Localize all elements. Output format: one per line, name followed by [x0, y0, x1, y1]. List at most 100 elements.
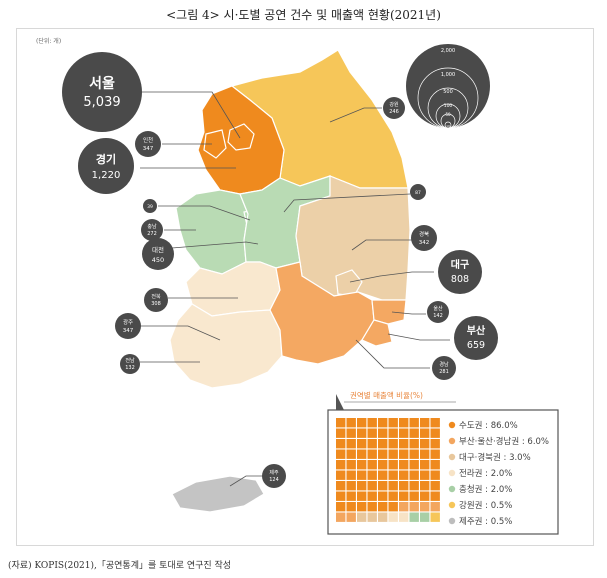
waffle-cell [367, 502, 377, 512]
waffle-cell [420, 502, 430, 512]
waffle-cell [430, 470, 440, 480]
scale-circle-10 [444, 121, 452, 129]
region-incheon [203, 129, 227, 159]
bubble-gyeongnam-circle [432, 356, 456, 380]
waffle-cell [346, 502, 356, 512]
waffle-cell [378, 460, 388, 470]
bubble-chungbuk-value: 87 [415, 190, 421, 196]
bubble-chungnam-name: 충남 [147, 223, 157, 230]
sales-share-legend: 권역별 매출액 비율(%) 수도권 : 86.0% 부산·울산·경남권 : 6.0… [327, 390, 559, 535]
waffle-cell [367, 470, 377, 480]
waffle-cell [367, 491, 377, 501]
waffle-cell [420, 439, 430, 449]
bubble-ulsan: 울산 142 [427, 301, 449, 323]
bubble-jeonnam-value: 132 [125, 365, 135, 371]
waffle-cell [409, 460, 419, 470]
scale-label-50: 50 [445, 112, 451, 117]
region-jeju [171, 475, 265, 513]
waffle-cell [430, 439, 440, 449]
waffle-cell [388, 439, 398, 449]
waffle-cell [420, 512, 430, 522]
bubble-gyeongbuk-circle [411, 225, 437, 251]
legend-item-label: 제주권 : 0.5% [459, 516, 512, 527]
waffle-cell [357, 491, 367, 501]
bubble-seoul-circle [62, 52, 142, 132]
waffle-cell [399, 481, 409, 491]
bubble-daejeon-circle [142, 238, 174, 270]
bubble-jeonbuk-circle [144, 288, 168, 312]
region-chungnam [175, 189, 249, 275]
waffle-cell [388, 481, 398, 491]
bubble-gangwon-value: 246 [389, 109, 399, 115]
waffle-cell [378, 449, 388, 459]
bubble-gwangju: 광주 347 [115, 313, 141, 339]
waffle-cell [378, 428, 388, 438]
legend-pointer [336, 394, 344, 410]
waffle-cell [378, 470, 388, 480]
waffle-cell [409, 418, 419, 428]
waffle-cell [336, 418, 346, 428]
bubble-chungnam: 충남 272 [141, 219, 163, 241]
bubble-jeonnam-circle [120, 354, 140, 374]
legend-item-label: 강원권 : 0.5% [459, 500, 512, 511]
bubble-jeonnam-name: 전남 [125, 357, 135, 364]
legend-item-label: 충청권 : 2.0% [459, 484, 512, 495]
waffle-cell [399, 428, 409, 438]
bubble-ulsan-name: 울산 [433, 305, 443, 312]
legend-swatch [448, 453, 456, 461]
waffle-cell [420, 449, 430, 459]
waffle-cell [388, 491, 398, 501]
scale-label-100: 100 [444, 103, 453, 109]
bubble-incheon-circle [135, 131, 161, 157]
waffle-cell [430, 491, 440, 501]
legend-items: 수도권 : 86.0% 부산·울산·경남권 : 6.0% 대구·경북권 : 3.0%… [448, 420, 549, 527]
bubble-daegu-name: 대구 [451, 258, 469, 271]
waffle-cell [430, 502, 440, 512]
bubble-daejeon: 대전 450 [142, 238, 174, 270]
bubble-daegu-circle [438, 250, 482, 294]
scale-circle-2000 [406, 44, 490, 128]
waffle-cell [378, 418, 388, 428]
legend-item-label: 수도권 : 86.0% [459, 420, 518, 431]
bubble-busan-circle [454, 316, 498, 360]
waffle-cell [357, 502, 367, 512]
waffle-cell [430, 418, 440, 428]
waffle-cell [378, 481, 388, 491]
waffle-cell [430, 481, 440, 491]
bubble-gyeongbuk: 경북 342 [411, 225, 437, 251]
waffle-cell [378, 439, 388, 449]
waffle-cell [388, 418, 398, 428]
bubble-gwangju-circle [115, 313, 141, 339]
waffle-cell [336, 449, 346, 459]
waffle-cell [388, 512, 398, 522]
region-jeonbuk [185, 261, 281, 317]
waffle-cell [346, 418, 356, 428]
waffle-cell [357, 428, 367, 438]
bubble-seoul: 서울 5,039 [62, 52, 142, 132]
waffle-cell [399, 460, 409, 470]
bubble-daejeon-name: 대전 [152, 245, 164, 254]
bubble-sejong-value: 39 [147, 204, 153, 210]
waffle-cell [388, 428, 398, 438]
waffle-cell [399, 502, 409, 512]
bubble-gyeongnam-name: 경남 [439, 361, 449, 368]
legend-item-label: 부산·울산·경남권 : 6.0% [459, 436, 549, 447]
waffle-cell [399, 470, 409, 480]
leader-lines [128, 91, 450, 487]
waffle-cell [409, 502, 419, 512]
waffle-cell [357, 512, 367, 522]
waffle-cell [420, 481, 430, 491]
waffle-cell [346, 512, 356, 522]
legend-item-label: 대구·경북권 : 3.0% [459, 452, 531, 463]
waffle-cell [346, 428, 356, 438]
legend-swatch [448, 517, 456, 525]
bubble-gyeongnam: 경남 281 [432, 356, 456, 380]
waffle-cell [346, 460, 356, 470]
bubble-gyeonggi-name: 경기 [96, 152, 116, 166]
waffle-cell [357, 449, 367, 459]
legend-swatch [448, 437, 456, 445]
waffle-cell [399, 512, 409, 522]
waffle-cell [409, 512, 419, 522]
waffle-cell [346, 439, 356, 449]
